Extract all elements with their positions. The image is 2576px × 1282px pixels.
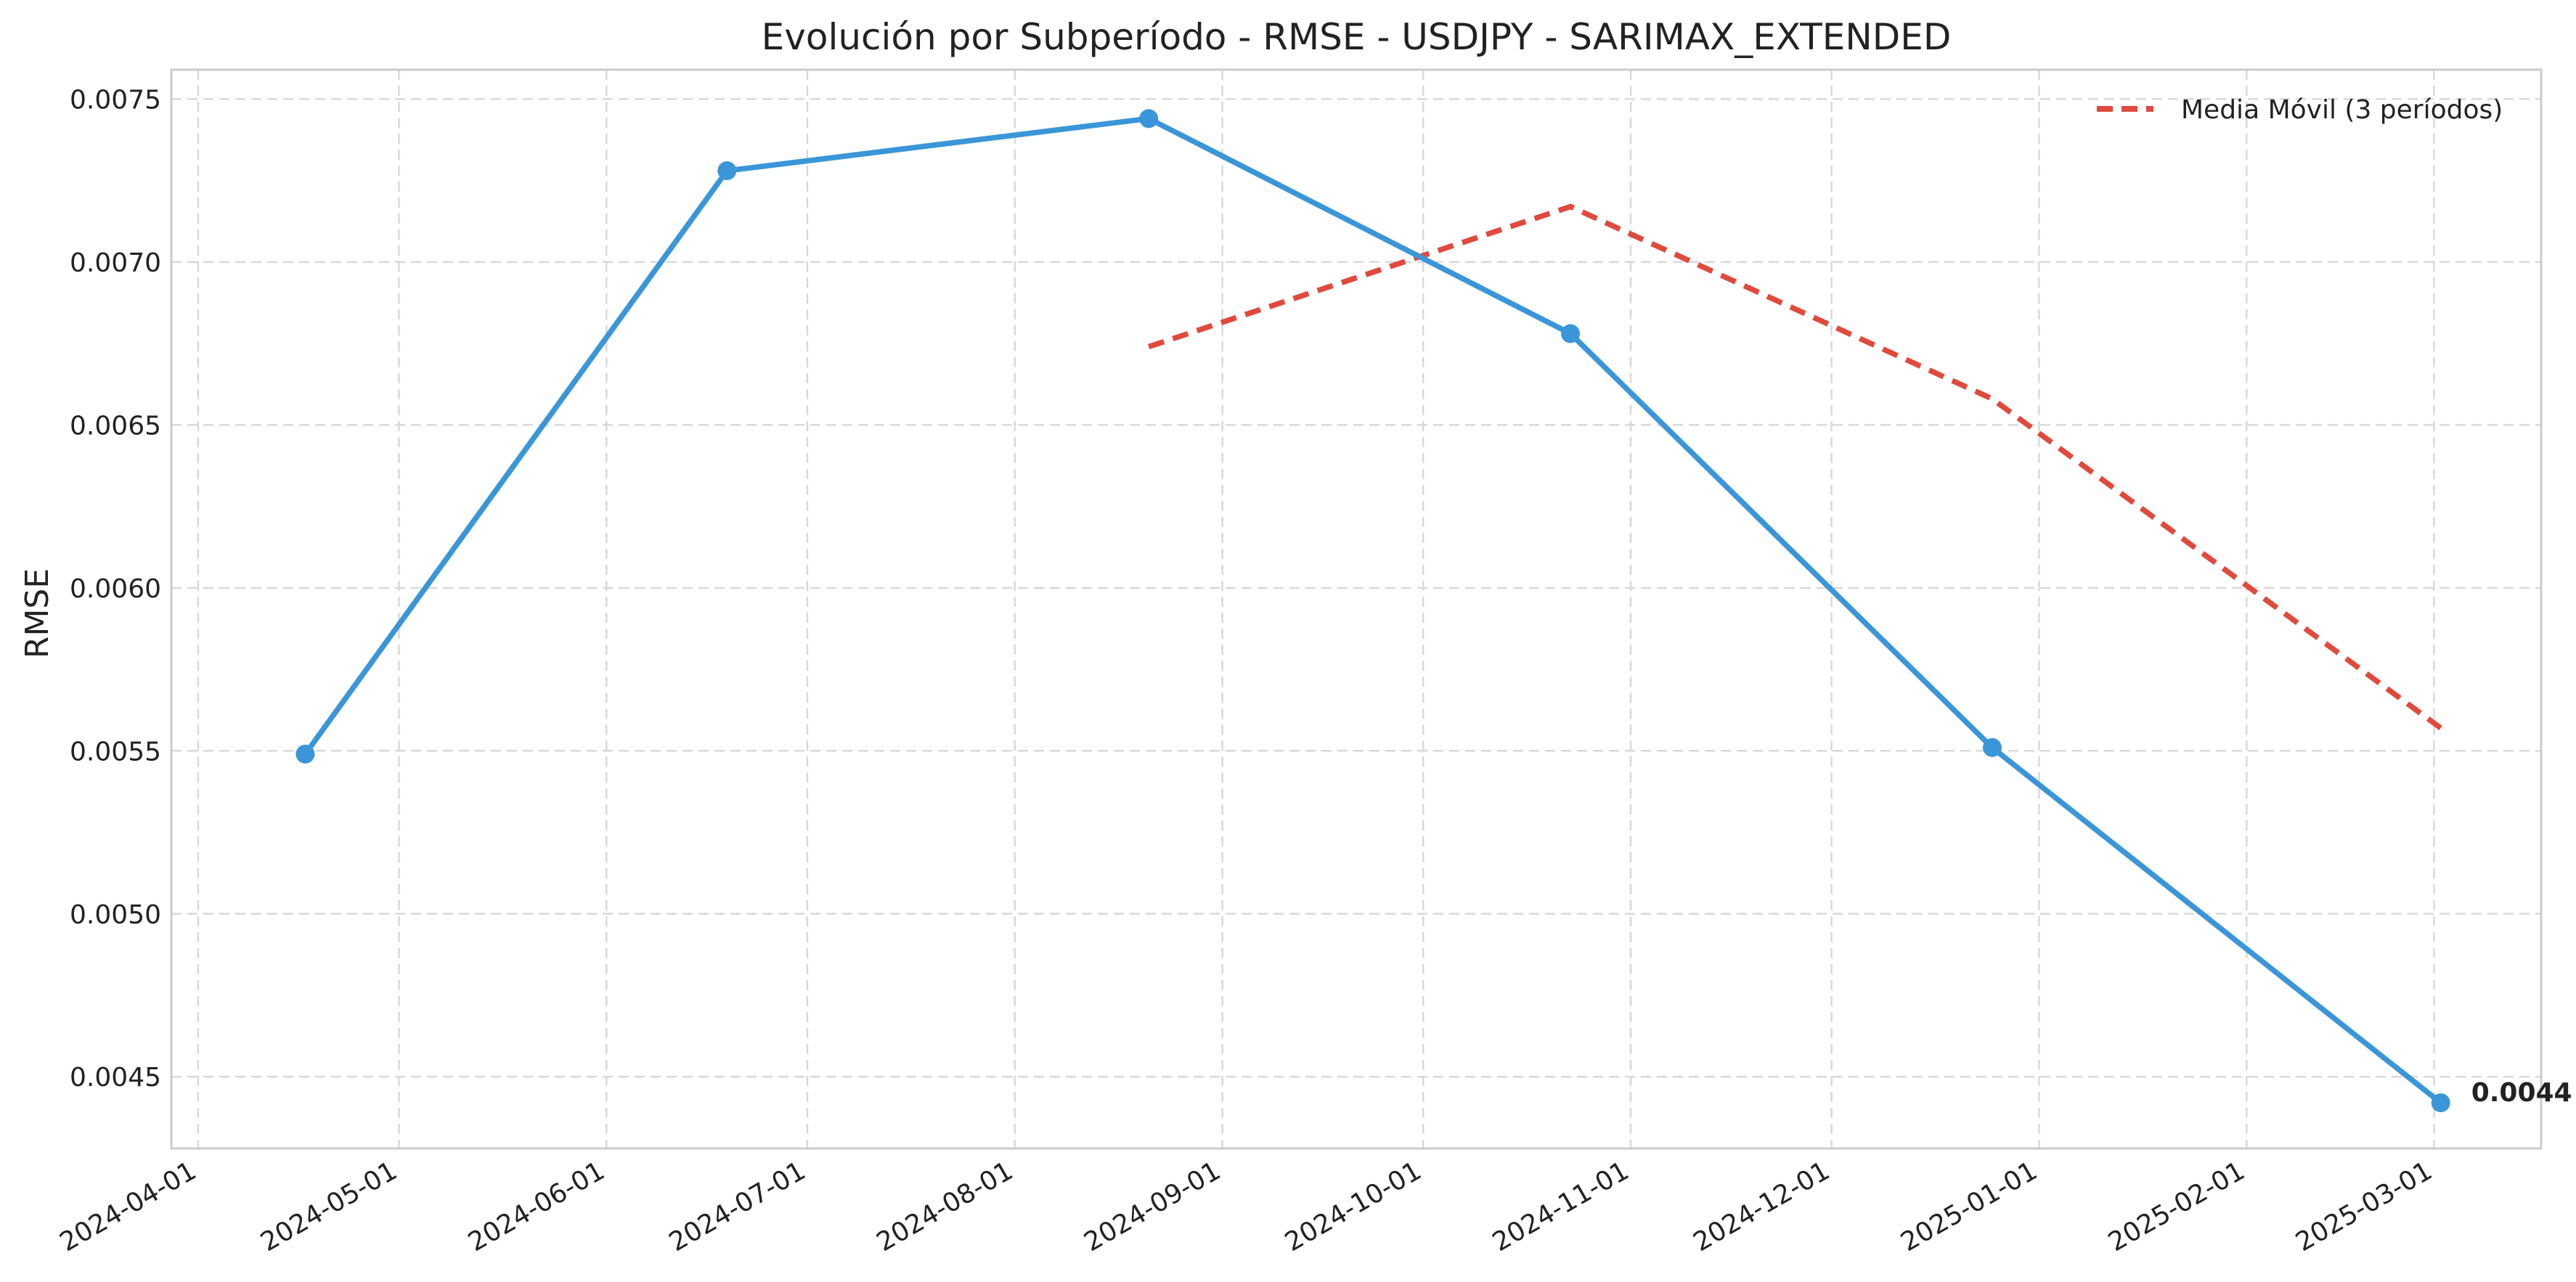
data-point — [1139, 109, 1159, 128]
y-axis-ticks: 0.0045 0.0050 0.0055 0.0060 0.0065 0.0070 0.00… — [70, 85, 161, 1093]
chart-title: Evolución por Subperíodo - RMSE - USDJPY… — [762, 16, 1952, 58]
y-tick-label: 0.0070 — [70, 248, 161, 278]
y-axis-label: RMSE — [19, 568, 56, 658]
grid — [171, 70, 2541, 1148]
y-tick-label: 0.0050 — [70, 900, 161, 930]
y-tick-label: 0.0055 — [70, 737, 161, 767]
legend-label-moving-average: Media Móvil (3 períodos) — [2181, 95, 2503, 125]
series-line-moving-average — [1148, 203, 2442, 730]
data-point — [1982, 738, 2002, 757]
y-tick-label: 0.0045 — [70, 1063, 161, 1093]
y-tick-label: 0.0075 — [70, 85, 161, 115]
data-point — [2431, 1093, 2450, 1113]
data-point — [1561, 324, 1581, 343]
y-tick-label: 0.0060 — [70, 574, 161, 604]
last-value-label: 0.0044 — [2471, 1078, 2572, 1108]
series-line-rmse — [302, 115, 2444, 1106]
y-tick-label: 0.0065 — [70, 411, 161, 441]
data-point — [717, 161, 737, 181]
legend: Media Móvil (3 períodos) — [2097, 95, 2503, 125]
plot-frame — [170, 68, 2543, 1150]
data-point — [295, 744, 315, 764]
series-layer: 0.0044 — [295, 109, 2572, 1113]
